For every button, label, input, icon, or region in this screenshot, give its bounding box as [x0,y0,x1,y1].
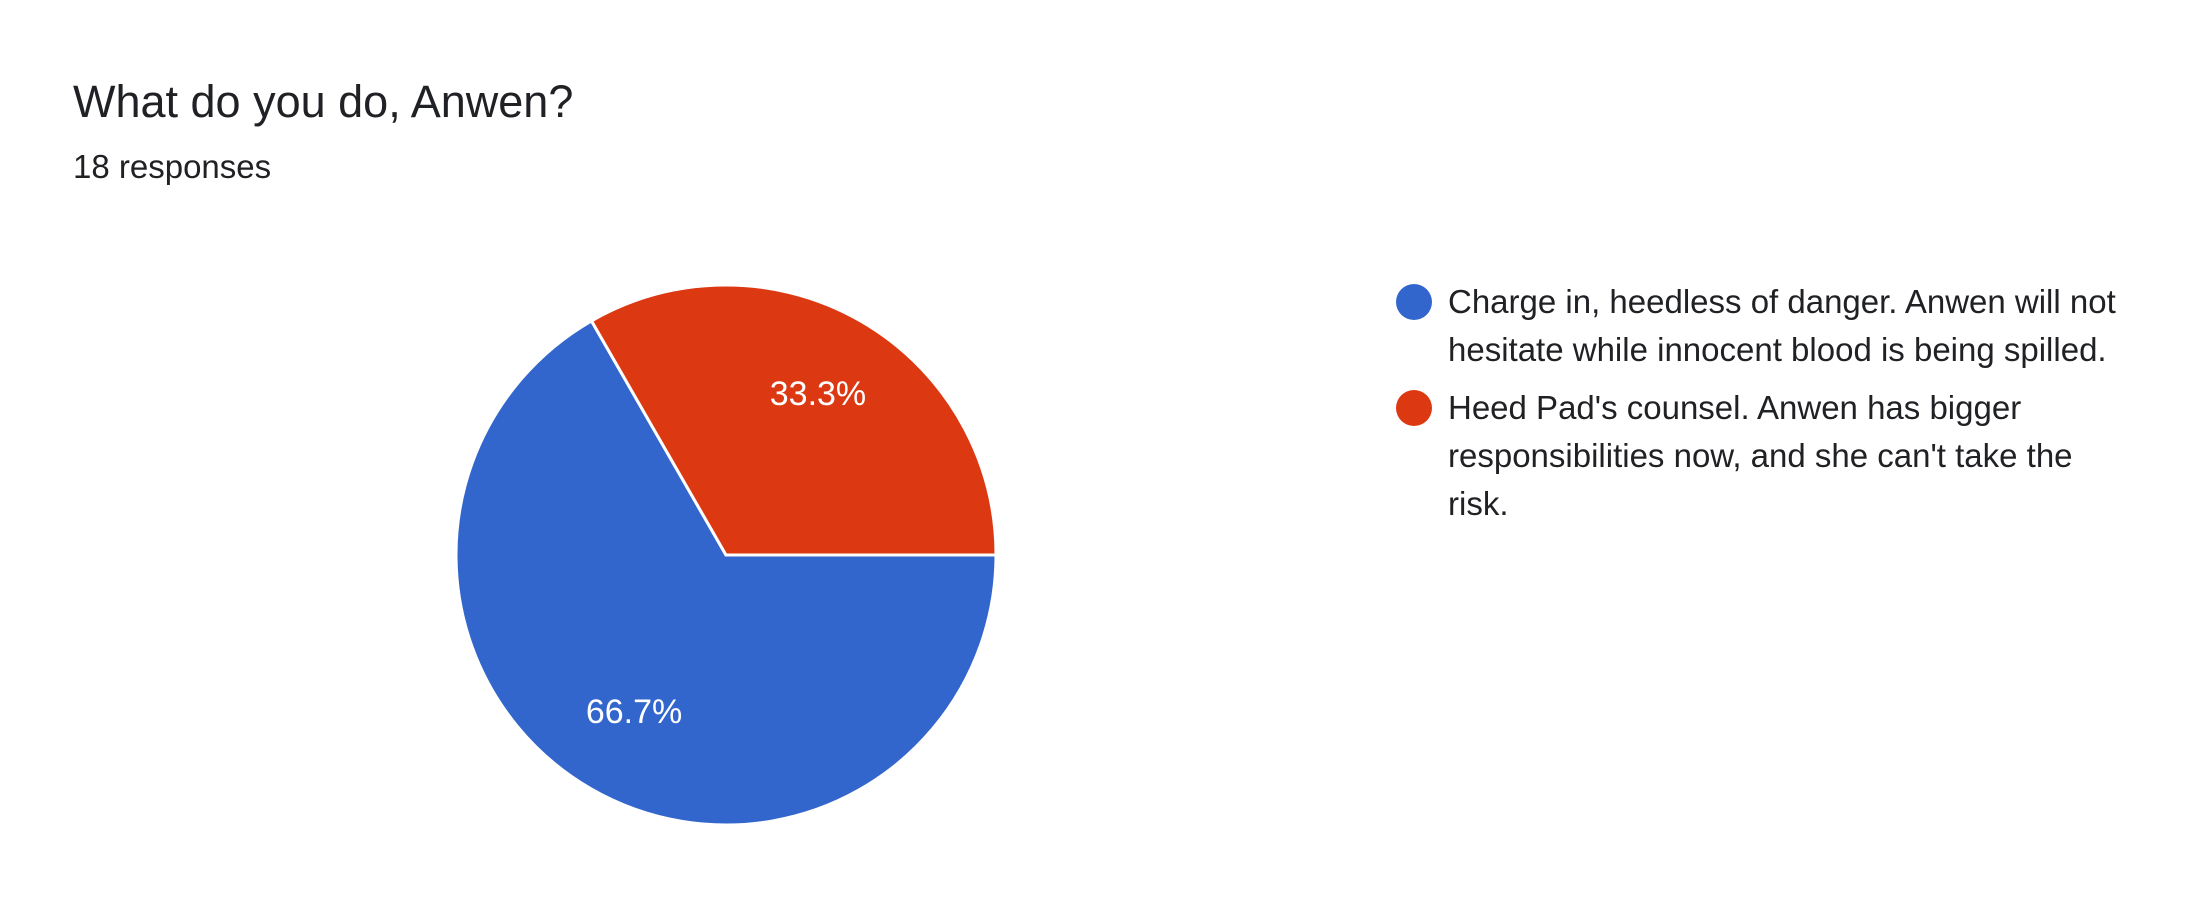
slice-label: 66.7% [586,693,682,731]
legend-label: Heed Pad's counsel. Anwen has bigger res… [1448,389,2073,522]
slice-label: 33.3% [770,375,866,413]
legend-item: Charge in, heedless of danger. Anwen wil… [1396,278,2116,374]
legend: Charge in, heedless of danger. Anwen wil… [1396,278,2116,538]
legend-item: Heed Pad's counsel. Anwen has bigger res… [1396,384,2116,528]
pie-slice [454,318,998,827]
chart-title: What do you do, Anwen? [73,76,574,127]
legend-swatch [1396,390,1432,426]
pie-slice [589,283,998,557]
legend-label: Charge in, heedless of danger. Anwen wil… [1448,283,2116,368]
chart-subtitle: 18 responses [73,148,272,185]
legend-swatch [1396,284,1432,320]
